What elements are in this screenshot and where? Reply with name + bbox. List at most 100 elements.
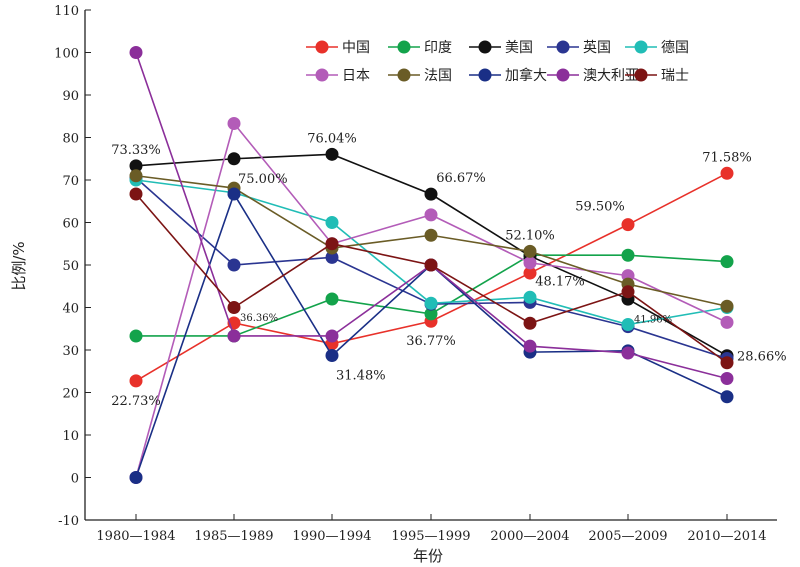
data-point [227, 301, 241, 314]
legend-item: 日本 [306, 68, 370, 84]
data-point [325, 237, 339, 251]
data-point [325, 216, 339, 229]
y-tick-label: 100 [54, 47, 79, 62]
x-tick-label: 1995—1999 [391, 529, 470, 544]
legend-marker [397, 68, 411, 82]
series-瑞士 [129, 187, 734, 370]
data-point [129, 187, 143, 201]
data-point [325, 349, 339, 363]
data-point [621, 346, 635, 360]
data-point [325, 329, 339, 343]
y-tick-label: 110 [54, 4, 79, 19]
data-point [325, 250, 339, 264]
legend-marker [478, 40, 492, 54]
data-annotations: 73.33% 22.73% 75.00% 36.36% 76.04% 31.48% 66.6… [111, 131, 786, 409]
data-label: 36.77% [406, 334, 456, 349]
x-tick-label: 1980—1984 [96, 529, 175, 544]
data-point [227, 329, 241, 343]
legend-label: 澳大利亚 [583, 68, 639, 84]
legend-marker [397, 40, 411, 54]
y-tick-label: 50 [62, 259, 79, 274]
data-label: 59.50% [575, 200, 625, 215]
legend-marker [315, 40, 329, 54]
data-point [325, 292, 339, 306]
data-point [227, 258, 241, 272]
data-point [129, 374, 143, 388]
legend-item: 印度 [388, 40, 452, 56]
legend-label: 法国 [424, 68, 452, 84]
y-tick-label: 90 [62, 89, 79, 104]
data-point [129, 46, 143, 59]
data-point [720, 299, 734, 313]
data-point [621, 248, 635, 262]
data-label: 48.17% [535, 274, 585, 289]
legend-label: 美国 [505, 40, 533, 56]
data-point [227, 187, 241, 201]
x-tick-label: 1990—1994 [292, 529, 371, 544]
data-point [523, 244, 537, 258]
data-point [720, 255, 734, 269]
data-point [129, 329, 143, 343]
series-美国 [129, 147, 734, 363]
data-label: 75.00% [238, 172, 288, 187]
legend-marker [315, 68, 329, 82]
data-label: 52.10% [505, 228, 555, 243]
data-point [424, 228, 438, 242]
y-tick-label: 70 [62, 174, 79, 189]
data-point [523, 290, 537, 304]
data-point [720, 315, 734, 329]
data-point [424, 296, 438, 310]
legend-marker [556, 40, 570, 54]
data-label: 28.66% [737, 350, 787, 365]
legend-item: 加拿大 [469, 67, 547, 84]
data-point [621, 285, 635, 299]
chart-axes: -10 0 10 20 30 40 50 60 70 80 90 100 110 1980—1984 198… [54, 4, 777, 544]
x-tick-label: 2005—2009 [588, 529, 667, 544]
legend-label: 德国 [661, 40, 689, 56]
data-point [227, 116, 241, 130]
legend-item: 中国 [306, 40, 370, 56]
legend-item: 瑞士 [625, 68, 689, 84]
data-point [424, 258, 438, 272]
data-label: 66.67% [436, 171, 486, 186]
data-point [621, 218, 635, 232]
x-axis-title: 年份 [413, 547, 443, 565]
y-tick-label: 10 [62, 429, 79, 444]
legend-marker [634, 40, 648, 54]
legend-label: 日本 [342, 68, 370, 84]
legend-item: 法国 [388, 68, 452, 84]
legend-item: 德国 [625, 40, 689, 56]
data-point [720, 390, 734, 404]
data-point [523, 256, 537, 270]
data-label: 76.04% [307, 131, 357, 146]
legend-item: 澳大利亚 [547, 68, 639, 84]
data-point [621, 318, 635, 331]
data-label: 41.96% [634, 315, 672, 326]
legend-label: 中国 [342, 40, 370, 56]
x-tick-label: 1985—1989 [194, 529, 273, 544]
x-tick-label: 2010—2014 [687, 529, 766, 544]
data-point [720, 166, 734, 180]
y-tick-label: 20 [62, 387, 79, 402]
y-axis-title: 比例/% [10, 241, 28, 290]
data-point [129, 159, 143, 173]
data-label: 31.48% [336, 369, 386, 384]
data-label: 71.58% [702, 150, 752, 165]
y-tick-label: 0 [71, 472, 79, 487]
legend-marker [478, 68, 492, 82]
data-point [129, 471, 143, 484]
series-line [135, 172, 728, 382]
series-日本 [129, 116, 734, 484]
legend-marker [634, 68, 648, 82]
data-point [424, 307, 438, 321]
data-point [523, 316, 537, 330]
data-label: 22.73% [111, 394, 161, 409]
data-point [424, 208, 438, 222]
y-tick-label: 80 [62, 132, 79, 147]
data-label: 73.33% [111, 143, 161, 158]
y-tick-label: -10 [58, 514, 79, 529]
data-label: 36.36% [240, 313, 278, 324]
y-tick-label: 60 [62, 217, 79, 232]
